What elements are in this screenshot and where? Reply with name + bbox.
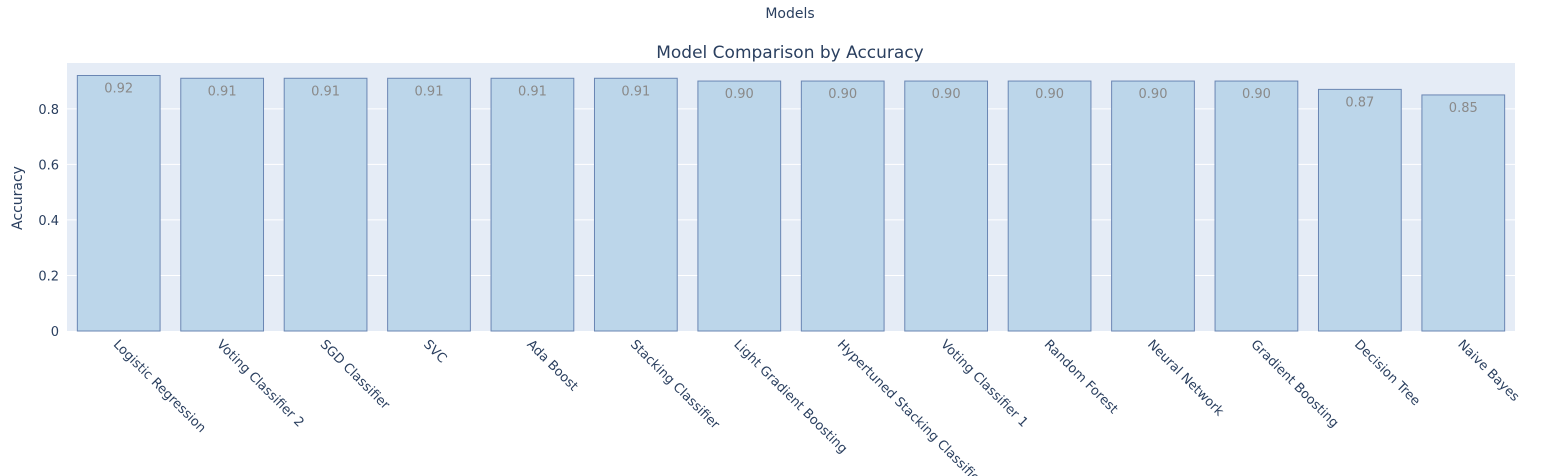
bar — [593, 77, 678, 332]
y-axis-ticks: 0 0.2 0.4 0.6 0.8 — [38, 103, 59, 340]
bar — [904, 80, 989, 332]
bar-value-label: 0.91 — [518, 84, 547, 99]
bar — [76, 74, 161, 332]
y-tick-label: 0 — [51, 325, 59, 340]
bar-value-label: 0.90 — [725, 87, 754, 102]
bar-value-label: 0.90 — [1035, 87, 1064, 102]
bar-value-label: 0.91 — [621, 84, 650, 99]
bar-value-label: 0.91 — [208, 84, 237, 99]
x-tick-label: Logistic Regression — [110, 337, 209, 436]
bar — [283, 77, 368, 332]
bar-value-label: 0.85 — [1449, 101, 1478, 116]
x-tick-label: Light Gradient Boosting — [730, 337, 850, 457]
x-tick-label: Stacking Classifier — [627, 337, 723, 433]
bar — [1317, 88, 1402, 332]
bar-value-label: 0.90 — [1139, 87, 1168, 102]
bar-value-label: 0.87 — [1345, 95, 1374, 110]
y-tick-label: 0.4 — [38, 214, 59, 229]
bar-value-label: 0.92 — [104, 81, 133, 96]
y-axis-title: Accuracy — [10, 166, 26, 230]
bar — [1421, 94, 1506, 332]
x-tick-label: Decision Tree — [1351, 337, 1423, 409]
x-tick-label: SVC — [420, 337, 449, 366]
x-tick-label: Neural Network — [1144, 337, 1227, 420]
bar — [1111, 80, 1195, 332]
y-tick-label: 0.8 — [38, 103, 59, 118]
bar — [490, 77, 575, 332]
x-tick-label: Gradient Boosting — [1248, 337, 1342, 431]
bar — [387, 77, 471, 332]
bar — [1007, 80, 1092, 332]
y-tick-label: 0.6 — [38, 158, 59, 173]
bar-value-label: 0.90 — [1242, 87, 1271, 102]
bar — [800, 80, 885, 332]
x-axis-ticks: Logistic Regression Voting Classifier 2 SG… — [110, 337, 1522, 476]
bar-value-label: 0.90 — [932, 87, 961, 102]
bars: 0.92 0.91 0.91 0.91 0.91 0.91 0.90 0.90 0.90 0.90… — [76, 74, 1506, 332]
x-tick-label: Random Forest — [1041, 337, 1121, 417]
bar — [697, 80, 782, 332]
x-tick-label: SGD Classifier — [317, 337, 393, 413]
bar-value-label: 0.91 — [311, 84, 340, 99]
x-tick-label: Ada Boost — [524, 337, 581, 394]
y-tick-label: 0.2 — [38, 269, 59, 284]
bar-value-label: 0.91 — [415, 84, 444, 99]
x-tick-label: Voting Classifier 2 — [213, 337, 306, 430]
x-tick-label: Naive Bayes — [1454, 337, 1522, 405]
x-axis-title: Models — [765, 6, 814, 22]
bar — [180, 77, 265, 332]
chart-title: Model Comparison by Accuracy — [656, 43, 924, 63]
bar-value-label: 0.90 — [828, 87, 857, 102]
x-tick-label: Voting Classifier 1 — [937, 337, 1030, 430]
bar — [1214, 80, 1299, 332]
